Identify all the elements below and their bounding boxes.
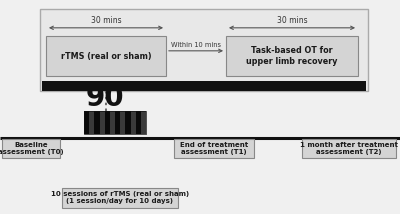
Text: 1 month after treatment
assessment (T2): 1 month after treatment assessment (T2) [300, 142, 398, 155]
Text: Within 10 mins: Within 10 mins [171, 42, 221, 49]
Bar [115, 111, 120, 134]
Text: 30 mins: 30 mins [277, 16, 307, 25]
FancyBboxPatch shape [174, 139, 254, 158]
Bar [94, 111, 100, 134]
Text: 10 sessions of rTMS (real or sham)
(1 session/day for 10 days): 10 sessions of rTMS (real or sham) (1 se… [51, 192, 189, 204]
Text: End of treatment
assessment (T1): End of treatment assessment (T1) [180, 142, 248, 155]
FancyBboxPatch shape [40, 9, 368, 91]
FancyBboxPatch shape [302, 139, 396, 158]
Text: rTMS (real or sham): rTMS (real or sham) [61, 52, 151, 61]
Text: 30 mins: 30 mins [91, 16, 121, 25]
Bar [84, 111, 89, 134]
FancyBboxPatch shape [2, 139, 60, 158]
FancyBboxPatch shape [46, 36, 166, 76]
Bar [100, 111, 105, 134]
Bar [42, 81, 366, 91]
FancyBboxPatch shape [62, 188, 178, 208]
Bar [89, 111, 94, 134]
Text: Task-based OT for
upper limb recovery: Task-based OT for upper limb recovery [246, 46, 338, 66]
Text: Baseline
assessment (T0): Baseline assessment (T0) [0, 142, 64, 155]
Bar [136, 111, 141, 134]
Text: 90: 90 [86, 84, 125, 112]
Bar [105, 111, 110, 134]
Bar [141, 111, 146, 134]
FancyBboxPatch shape [226, 36, 358, 76]
Bar [125, 111, 130, 134]
Bar [120, 111, 125, 134]
Bar [130, 111, 136, 134]
Bar [84, 111, 146, 134]
Bar [110, 111, 115, 134]
